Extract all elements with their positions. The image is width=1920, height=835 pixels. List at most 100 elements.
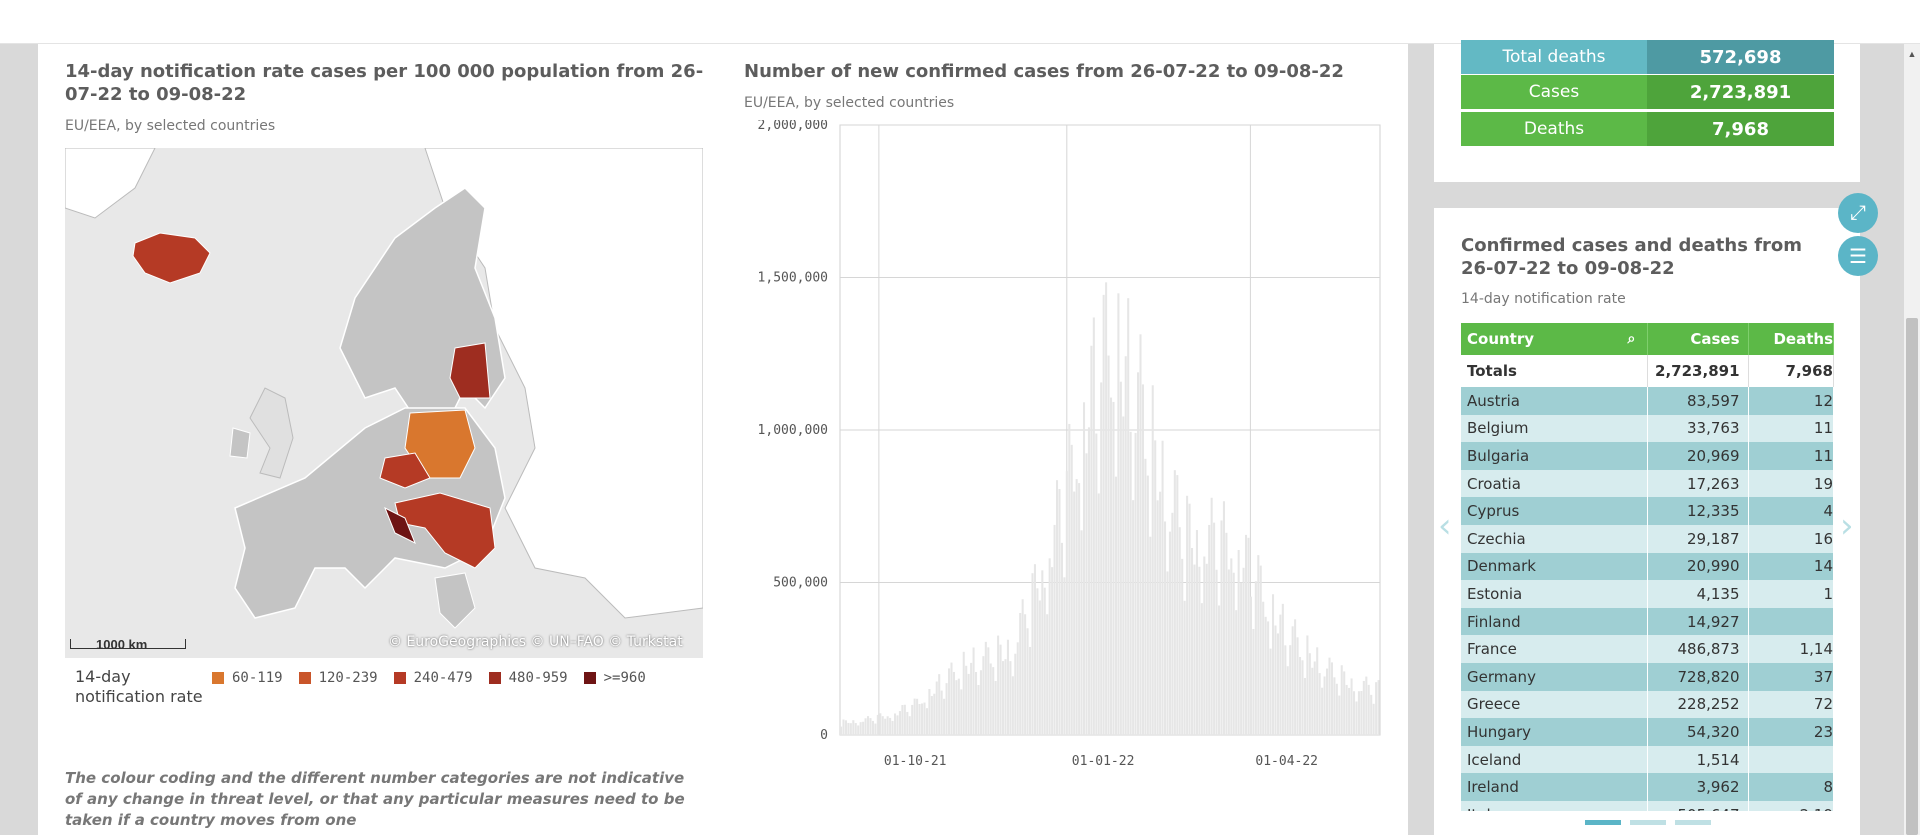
chart-bar [1370,694,1373,735]
pager-dot-2[interactable] [1630,820,1666,825]
pager-dot-1[interactable] [1585,820,1621,825]
table-row[interactable]: Estonia 4,135 1 [1461,580,1834,608]
header-country[interactable]: Country ⌕ [1461,323,1649,355]
chart-bar [1006,639,1009,735]
expand-button[interactable]: ⤢ [1838,193,1878,233]
menu-button[interactable]: ☰ [1838,236,1878,276]
chart-bar [1316,647,1319,735]
chart-bar [1161,440,1164,735]
next-arrow-icon[interactable]: › [1840,506,1854,546]
cell-cases: 20,990 [1648,552,1749,581]
chart-bar [1178,527,1181,735]
chart-bar [1267,621,1270,735]
chart-bar [901,705,904,735]
chart-bar [1043,587,1046,735]
legend-item[interactable]: 240-479 [393,670,473,686]
chart-bar [1237,550,1240,735]
chart-bar [916,698,919,735]
legend-item[interactable]: 120-239 [298,670,378,686]
table-row[interactable]: Croatia 17,263 19 [1461,469,1834,498]
legend-item[interactable]: >=960 [583,670,646,686]
chart-bar [1021,599,1024,735]
cell-deaths [1749,607,1834,636]
table-row[interactable]: Greece 228,252 72 [1461,690,1834,719]
table-row[interactable]: Austria 83,597 12 [1461,387,1834,415]
table-row[interactable]: Ireland 3,962 8 [1461,773,1834,801]
chart-bar [849,723,852,735]
chart-bar [869,718,872,735]
chart-bar [1335,683,1338,735]
chart-bar [1058,489,1061,735]
map-credit: © EuroGeographics © UN–FAO © Turkstat [388,634,683,650]
legend-label: 60-119 [232,670,283,686]
chart-bar [943,698,946,735]
legend-item[interactable]: 480-959 [488,670,568,686]
scrollbar-thumb[interactable] [1906,318,1918,835]
table-row[interactable]: Czechia 29,187 16 [1461,524,1834,553]
chart-bar [1078,483,1081,735]
map-poland [404,409,476,479]
chart-bar [871,720,874,735]
chart-bar [1065,471,1068,735]
chart-bar [1009,661,1012,735]
cell-country: Croatia [1461,469,1649,498]
cases-chart[interactable]: 0 500,000 1,000,000 1,500,000 2,000,000 01-10… [740,120,1390,770]
chart-bar [965,665,968,735]
scroll-up-icon[interactable]: ▲ [1907,49,1917,59]
chart-bar [1321,687,1324,735]
table-row[interactable]: Hungary 54,320 23 [1461,718,1834,746]
chart-bar [1230,558,1233,735]
chart-bar [977,685,980,735]
chart-bar [1357,691,1360,735]
chart-bar [1073,491,1076,735]
chart-bar [1318,673,1321,735]
chart-bar [933,693,936,735]
legend-swatch [488,672,501,684]
chart-bar [1046,614,1049,735]
chart-bar [1186,495,1189,735]
chart-bar [1232,572,1235,735]
prev-arrow-icon[interactable]: ‹ [1438,506,1452,546]
table-header: Country ⌕ Cases Deaths [1461,323,1834,355]
y-tick-label: 1,000,000 [758,423,828,438]
chart-bar [1365,676,1368,735]
chart-bar [1016,642,1019,735]
header-cases[interactable]: Cases [1648,323,1749,355]
summary-value: 2,723,891 [1647,75,1834,109]
chart-bar [1090,345,1093,735]
cases-table[interactable]: Country ⌕ Cases Deaths Totals 2,723,891 7… [1461,323,1834,811]
table-row[interactable]: Germany 728,820 37 [1461,662,1834,691]
table-row[interactable]: France 486,873 1,14 [1461,635,1834,663]
table-row[interactable]: Denmark 20,990 14 [1461,552,1834,581]
header-deaths[interactable]: Deaths [1749,323,1834,355]
table-row[interactable]: Italy505,6472,19 [1461,800,1834,811]
chart-bar [1308,653,1311,735]
table-row[interactable]: Belgium 33,763 11 [1461,414,1834,443]
map-scale-label: 1000 km [96,637,148,652]
cell-country: Denmark [1461,552,1649,581]
cell-deaths: 2,19 [1749,800,1834,811]
chart-bar [1191,548,1194,735]
summary-label: Total deaths [1461,40,1647,74]
cell-deaths [1749,745,1834,774]
chart-bar [967,673,970,735]
chart-bar [960,689,963,735]
cell-country: Ireland [1461,773,1649,801]
chart-bar [903,704,906,735]
chart-subtitle: EU/EEA, by selected countries [744,95,955,111]
cell-deaths: 19 [1749,469,1834,498]
summary-value: 7,968 [1647,112,1834,146]
table-row[interactable]: Iceland 1,514 [1461,745,1834,774]
legend-item[interactable]: 60-119 [212,670,283,686]
chart-bar [1259,565,1262,735]
search-icon[interactable]: ⌕ [1627,331,1636,347]
europe-map[interactable] [65,148,703,658]
pager-dot-3[interactable] [1675,820,1711,825]
chart-bar [925,708,928,735]
table-row[interactable]: Finland 14,927 [1461,607,1834,636]
cell-cases: 29,187 [1648,524,1749,553]
chart-bar [923,702,926,735]
chart-bar [1208,524,1211,735]
table-row[interactable]: Cyprus 12,335 4 [1461,497,1834,525]
table-row[interactable]: Bulgaria 20,969 11 [1461,442,1834,470]
